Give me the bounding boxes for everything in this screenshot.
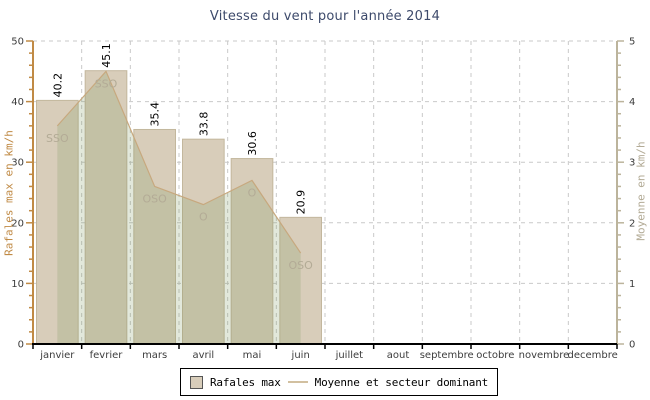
x-gridlines <box>81 41 569 344</box>
right-axis: 0 1 2 3 4 5 <box>616 37 635 351</box>
sector-label-janvier: SSO <box>46 132 69 145</box>
right-tick-2: 2 <box>629 218 635 229</box>
sector-label-mai: O <box>248 186 257 199</box>
month-label-octobre: octobre <box>476 350 514 361</box>
month-label-avril: avril <box>192 350 214 361</box>
right-tick-5: 5 <box>629 37 635 48</box>
left-tick-30: 30 <box>11 158 24 169</box>
value-label-janvier: 40.2 <box>51 73 64 98</box>
right-tick-0: 0 <box>629 340 635 351</box>
legend-label-rafales: Rafales max <box>210 375 281 389</box>
sector-label-mars: OSO <box>143 192 168 205</box>
bars-rafales-max <box>36 70 323 345</box>
bar-value-labels: 40.2 45.1 35.4 33.8 30.6 20.9 <box>51 43 307 214</box>
bar-mai <box>230 158 274 345</box>
sector-label-juin: OSO <box>289 259 314 272</box>
right-axis-title: Moyenne en km/h <box>634 140 648 241</box>
month-label-novembre: novembre <box>519 350 570 361</box>
month-label-aout: aout <box>387 350 410 361</box>
right-tick-4: 4 <box>629 97 635 108</box>
legend-line-sample <box>287 381 308 383</box>
bar-mars <box>133 128 176 345</box>
month-label-septembre: septembre <box>420 350 474 361</box>
bar-avril <box>182 138 225 345</box>
left-axis: 0 10 20 30 40 50 <box>11 37 34 351</box>
x-axis: janvier fevrier mars avril mai juin juillet aou… <box>32 343 618 361</box>
bar-fevrier <box>84 70 128 345</box>
month-label-mars: mars <box>142 350 167 361</box>
month-label-fevrier: fevrier <box>90 350 124 361</box>
value-label-juin: 20.9 <box>295 190 308 215</box>
month-label-juin: juin <box>291 350 310 361</box>
left-tick-10: 10 <box>11 279 24 290</box>
chart-title: Vitesse du vent pour l'année 2014 <box>209 9 441 24</box>
sector-labels: SSO SSO OSO O O OSO <box>46 77 313 272</box>
legend: Rafales max Moyenne et secteur dominant <box>180 368 499 396</box>
moyenne-line <box>56 70 302 254</box>
moyenne-area <box>57 71 301 345</box>
left-axis-title: Rafales max en km/h <box>2 129 16 256</box>
left-tick-20: 20 <box>11 218 24 229</box>
month-label-mai: mai <box>243 350 262 361</box>
value-label-avril: 33.8 <box>197 112 210 137</box>
right-tick-3: 3 <box>629 158 635 169</box>
month-label-janvier: janvier <box>39 350 75 361</box>
left-tick-40: 40 <box>11 97 24 108</box>
left-tick-0: 0 <box>18 340 24 351</box>
area-moyenne <box>56 70 302 345</box>
left-tick-50: 50 <box>11 37 24 48</box>
month-label-juillet: juillet <box>335 350 364 361</box>
bar-juin <box>279 216 323 345</box>
value-label-mai: 30.6 <box>246 131 259 156</box>
sector-label-avril: O <box>199 211 208 224</box>
sector-label-fevrier: SSO <box>95 77 118 90</box>
month-label-decembre: decembre <box>568 350 618 361</box>
value-label-fevrier: 45.1 <box>100 43 113 68</box>
legend-bar-swatch <box>190 375 203 389</box>
value-label-mars: 35.4 <box>149 102 162 127</box>
legend-label-moyenne: Moyenne et secteur dominant <box>314 375 489 389</box>
right-tick-1: 1 <box>629 279 635 290</box>
